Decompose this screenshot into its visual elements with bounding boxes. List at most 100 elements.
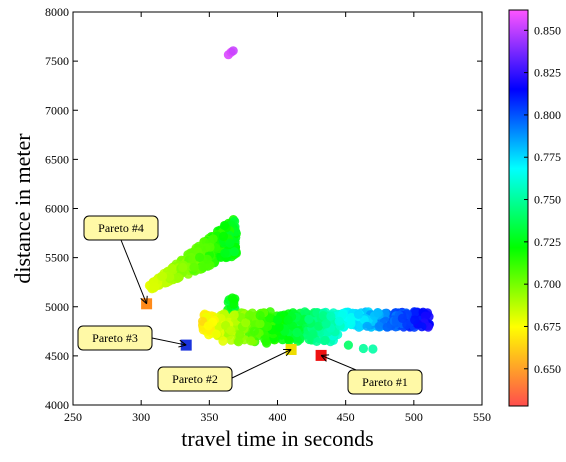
data-point	[346, 316, 356, 326]
data-point	[208, 234, 218, 244]
data-point	[225, 238, 235, 248]
data-point	[353, 309, 364, 319]
colorbar-gradient	[508, 9, 529, 407]
data-point	[334, 316, 344, 326]
y-axis-label: distance in meter	[10, 133, 35, 284]
y-tick-label: 5500	[45, 251, 69, 265]
data-point	[255, 310, 265, 321]
pareto-label-box-4	[83, 215, 159, 241]
pareto-label-box-3	[77, 325, 153, 351]
data-point	[235, 330, 245, 340]
points-layer	[141, 46, 434, 361]
data-point	[262, 338, 272, 348]
data-point-outlier	[228, 46, 238, 56]
data-point	[167, 263, 177, 273]
pareto-marker-3	[180, 339, 192, 351]
data-point	[343, 340, 353, 350]
data-point	[273, 315, 283, 325]
data-point	[218, 336, 228, 346]
y-tick-label: 5000	[45, 300, 69, 314]
x-tick-label: 300	[132, 410, 150, 424]
data-point	[189, 262, 199, 272]
data-point	[326, 311, 336, 321]
data-point	[321, 319, 331, 329]
colorbar: 0.650 0.675 0.700 0.725 0.750 0.775 0.800 0.825…	[508, 9, 561, 407]
data-point	[284, 336, 294, 346]
pareto-arrowhead-2	[283, 348, 292, 357]
x-tick-label: 350	[200, 410, 218, 424]
data-point	[318, 311, 328, 321]
axis-ticks: 250 300 350 400 450 500 550 4000 4500 5000 5500 600…	[45, 5, 491, 424]
data-point	[178, 262, 188, 273]
colorbar-tick-label: 0.725	[534, 235, 561, 249]
pareto-label-box-2	[157, 366, 233, 392]
y-tick-label: 6500	[45, 152, 69, 166]
data-point	[304, 334, 314, 345]
y-tick-label: 7500	[45, 54, 69, 68]
data-point	[202, 254, 212, 264]
data-point	[229, 310, 239, 320]
x-tick-label: 450	[337, 410, 355, 424]
data-point	[312, 336, 322, 346]
y-tick-label: 8000	[45, 5, 69, 19]
x-tick-label: 500	[405, 410, 423, 424]
data-point	[410, 315, 420, 325]
data-point	[410, 307, 420, 317]
data-point	[226, 335, 236, 345]
pareto-arrowhead-1	[320, 354, 330, 362]
data-point	[165, 272, 175, 282]
pareto-arrow-2	[231, 349, 292, 379]
data-point	[201, 243, 211, 253]
data-point	[314, 321, 324, 331]
pareto-arrowhead-4	[140, 295, 148, 305]
data-point	[188, 255, 198, 265]
data-point	[397, 313, 407, 323]
pareto-callouts: Pareto #1 Pareto #2 Pareto #3 Pareto #4	[77, 215, 423, 395]
data-point	[262, 321, 272, 332]
data-point	[274, 322, 284, 332]
x-tick-label: 400	[269, 410, 287, 424]
data-point	[255, 319, 265, 329]
pareto-label-1: Pareto #1	[362, 375, 408, 389]
data-point	[358, 343, 368, 354]
data-point	[211, 329, 221, 339]
y-tick-label: 6000	[45, 202, 69, 216]
data-point	[220, 248, 230, 258]
data-point	[362, 321, 372, 331]
pareto-label-2: Pareto #2	[172, 372, 218, 386]
pareto-arrowhead-3	[178, 339, 187, 348]
pareto-label-3: Pareto #3	[92, 331, 138, 345]
data-point	[283, 315, 293, 325]
data-point	[241, 318, 251, 328]
data-point	[219, 220, 230, 231]
data-point	[158, 271, 168, 281]
colorbar-tick-label: 0.800	[534, 108, 561, 122]
data-point	[373, 308, 383, 318]
data-point	[292, 327, 302, 338]
data-point	[420, 311, 430, 321]
colorbar-tick-label: 0.750	[534, 193, 561, 207]
data-point	[368, 344, 378, 354]
pareto-arrow-4	[120, 239, 148, 304]
pareto-marker-1	[315, 349, 327, 361]
data-point	[246, 336, 256, 346]
data-point	[304, 314, 314, 324]
data-point	[249, 326, 259, 336]
data-point	[203, 321, 213, 331]
data-point	[195, 252, 205, 262]
y-tick-label: 7000	[45, 103, 69, 117]
y-tick-label: 4500	[45, 349, 69, 363]
pareto-arrow-3	[151, 337, 187, 346]
colorbar-tick-label: 0.825	[534, 66, 561, 80]
data-point	[229, 247, 239, 257]
x-tick-label: 250	[64, 410, 82, 424]
pareto-label-4: Pareto #4	[98, 221, 144, 235]
x-tick-label: 550	[473, 410, 491, 424]
data-point	[198, 262, 208, 272]
data-point	[233, 337, 244, 347]
data-point	[417, 322, 427, 332]
data-point	[226, 326, 236, 336]
colorbar-tick-label: 0.675	[534, 319, 561, 333]
data-point	[150, 282, 160, 292]
